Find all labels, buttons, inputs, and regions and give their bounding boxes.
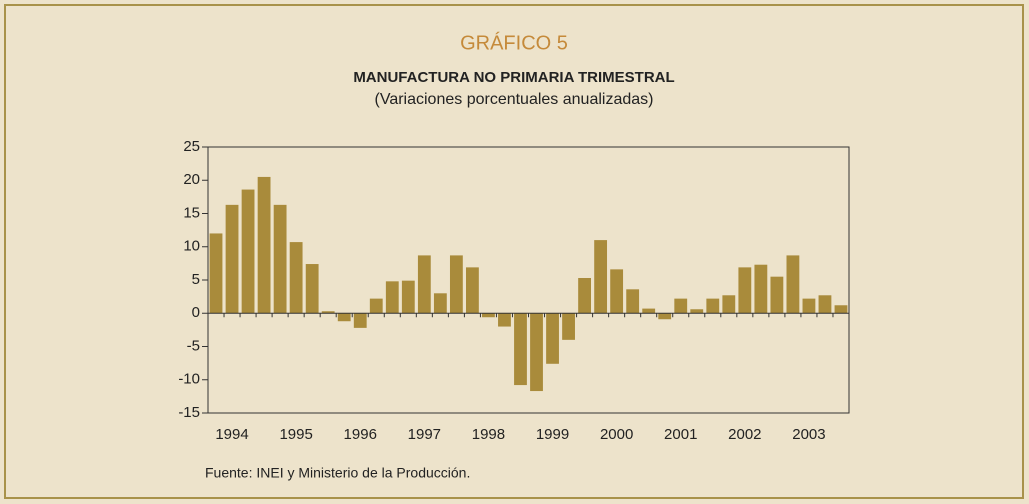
bar xyxy=(530,313,543,392)
y-tick-label: -5 xyxy=(187,337,200,354)
x-tick-label: 1996 xyxy=(344,426,377,443)
bar xyxy=(738,267,752,314)
y-tick-label: 5 xyxy=(192,271,200,288)
x-tick-label: 1994 xyxy=(215,426,248,443)
y-tick-label: -10 xyxy=(178,371,200,388)
bar xyxy=(754,264,768,314)
bar xyxy=(818,295,832,314)
x-tick-label: 2001 xyxy=(664,426,697,443)
bar xyxy=(546,313,559,364)
bar xyxy=(642,308,656,314)
x-tick-label: 1995 xyxy=(279,426,312,443)
x-tick-label: 1997 xyxy=(408,426,441,443)
y-tick-label: 15 xyxy=(183,204,200,221)
bar xyxy=(369,298,383,314)
bar xyxy=(466,267,479,314)
bar xyxy=(305,264,319,314)
bar xyxy=(273,204,287,314)
x-tick-label: 1998 xyxy=(472,426,505,443)
bar xyxy=(225,204,239,314)
bar xyxy=(722,295,736,314)
bar xyxy=(321,311,335,314)
bar xyxy=(257,176,271,314)
x-tick-label: 1999 xyxy=(536,426,569,443)
bar xyxy=(209,233,223,314)
bar xyxy=(594,240,608,314)
bar xyxy=(562,313,575,340)
x-tick-label: 2003 xyxy=(792,426,825,443)
bar xyxy=(417,255,431,314)
bar xyxy=(498,313,511,327)
bar xyxy=(385,281,399,314)
bar xyxy=(241,189,255,314)
y-tick-label: 25 xyxy=(183,138,200,155)
bar xyxy=(401,280,415,314)
chart-subtitle: MANUFACTURA NO PRIMARIA TRIMESTRAL xyxy=(353,69,674,86)
bar xyxy=(289,242,303,314)
y-tick-label: -15 xyxy=(178,404,200,421)
bar xyxy=(802,298,816,314)
bar xyxy=(482,313,495,318)
y-tick-label: 20 xyxy=(183,171,200,188)
bar xyxy=(706,298,720,314)
chart-title: GRÁFICO 5 xyxy=(460,31,568,54)
x-tick-label: 2000 xyxy=(600,426,633,443)
bar xyxy=(514,313,527,386)
bar xyxy=(674,298,688,314)
bar xyxy=(610,269,624,314)
bar xyxy=(433,293,447,314)
frame xyxy=(4,4,1024,499)
y-tick-label: 10 xyxy=(183,238,200,255)
bar xyxy=(449,255,463,314)
bar xyxy=(770,276,784,314)
x-tick-label: 2002 xyxy=(728,426,761,443)
source-note: Fuente: INEI y Ministerio de la Producci… xyxy=(205,465,470,481)
bar xyxy=(353,313,367,328)
bar xyxy=(337,313,351,322)
axis-label: (Variaciones porcentuales anualizadas) xyxy=(375,91,654,108)
y-tick-label: 0 xyxy=(192,304,200,321)
bar xyxy=(658,313,672,320)
bar xyxy=(834,305,848,314)
bar xyxy=(690,309,704,314)
bar xyxy=(786,255,800,314)
bar xyxy=(626,289,640,314)
bar xyxy=(578,278,591,314)
